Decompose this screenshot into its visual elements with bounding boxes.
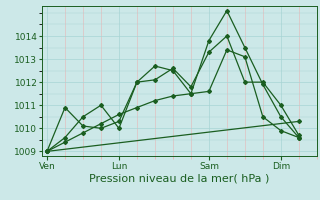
X-axis label: Pression niveau de la mer( hPa ): Pression niveau de la mer( hPa )	[89, 173, 269, 183]
